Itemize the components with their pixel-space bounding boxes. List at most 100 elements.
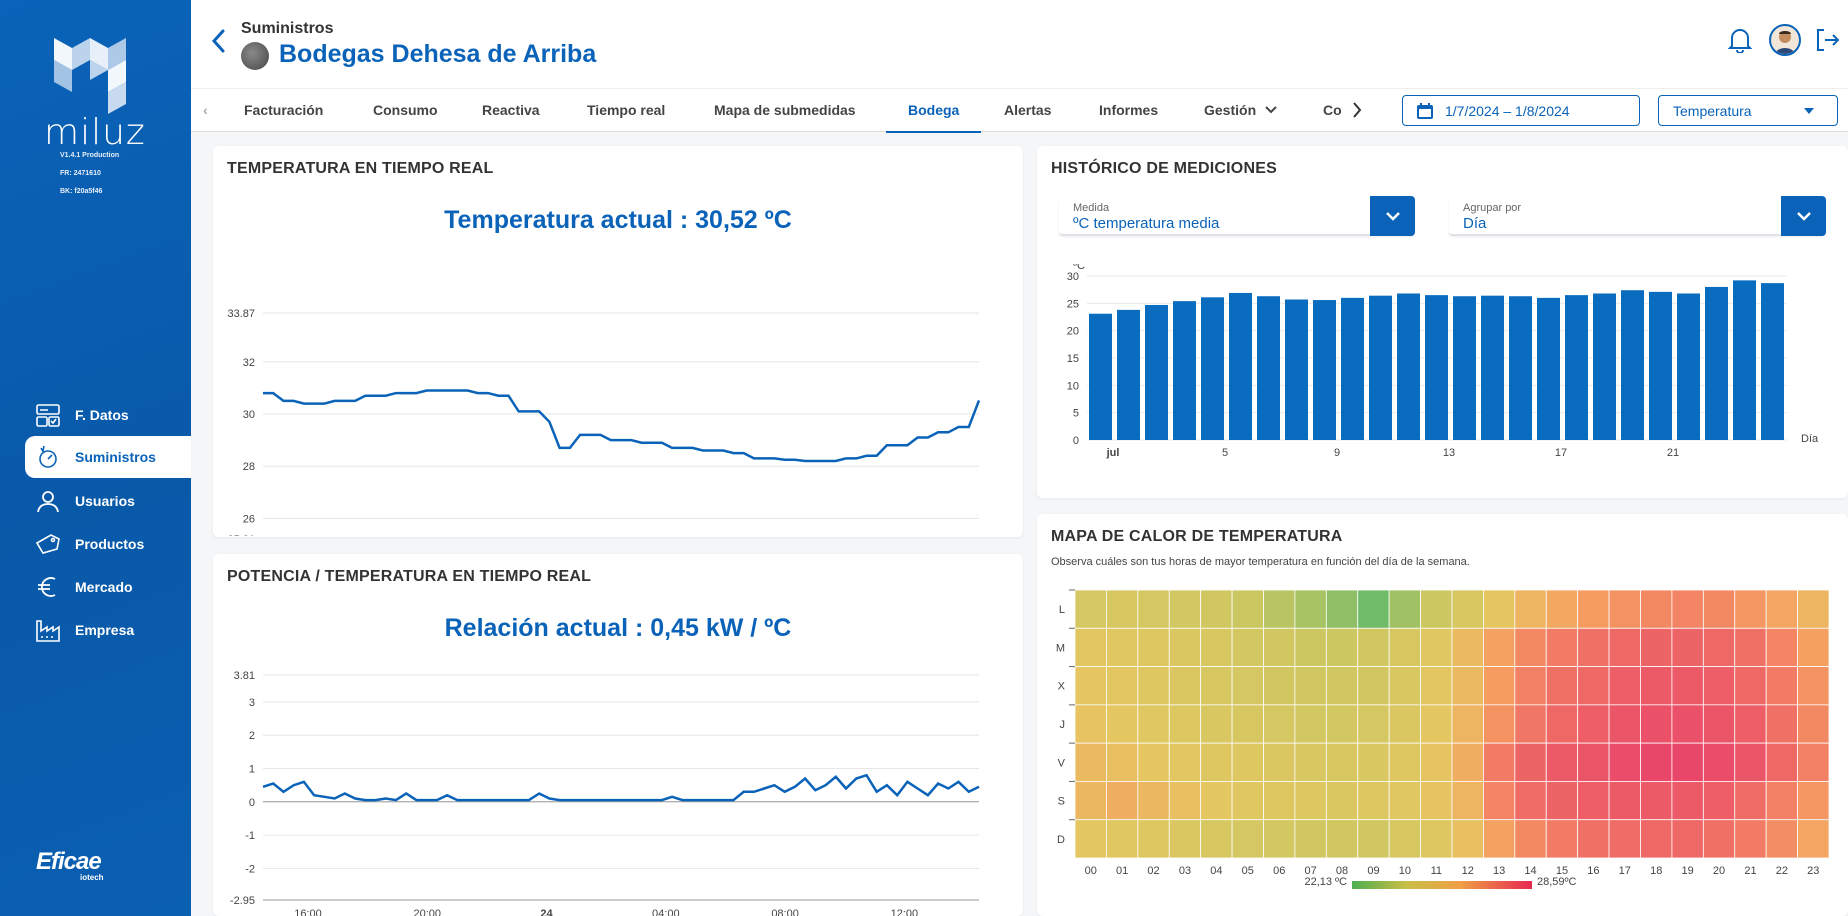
bar: [1509, 296, 1532, 440]
history-card-title: HISTÓRICO DE MEDICIONES: [1051, 160, 1277, 177]
group-by-select[interactable]: Agrupar por Día: [1449, 196, 1826, 236]
tab-reactiva[interactable]: Reactiva: [482, 102, 540, 118]
heatmap-cell: [1263, 589, 1296, 629]
sidebar-item-usuarios[interactable]: Usuarios: [25, 480, 191, 522]
heatmap-cell: [1263, 742, 1296, 782]
heatmap-cell: [1074, 819, 1107, 859]
heatmap-cell: [1702, 781, 1736, 821]
heatmap-cell: [1420, 627, 1453, 667]
group-by-value: Día: [1463, 215, 1487, 232]
heatmap-cell: [1325, 819, 1359, 859]
tab-tiempo-real[interactable]: Tiempo real: [587, 102, 666, 118]
bell-icon[interactable]: [1726, 26, 1754, 54]
heatmap-cell: [1325, 666, 1359, 706]
chevron-down-icon: [1385, 212, 1400, 221]
x-tick-label: 20:00: [414, 908, 442, 916]
col-label: 17: [1619, 865, 1631, 877]
bar: [1229, 292, 1252, 440]
measure-select[interactable]: Medida ºC temperatura media: [1059, 196, 1415, 236]
sidebar-item-empresa[interactable]: Empresa: [25, 609, 191, 651]
group-by-dropdown-button[interactable]: [1781, 196, 1826, 236]
tab-co[interactable]: Co: [1323, 102, 1342, 118]
bar: [1313, 300, 1336, 440]
heatmap-cell: [1200, 742, 1233, 782]
heatmap-cell: [1420, 666, 1453, 706]
heatmap-cell: [1420, 742, 1453, 782]
heatmap-cell: [1325, 627, 1359, 667]
tab-facturacion[interactable]: Facturación: [244, 102, 324, 118]
col-label: 04: [1210, 865, 1222, 877]
heatmap-cell: [1545, 666, 1579, 706]
bar: [1537, 297, 1560, 440]
sidebar-item-suministros[interactable]: Suministros: [25, 436, 191, 478]
heatmap-cell: [1294, 589, 1327, 629]
bar: [1621, 290, 1644, 440]
back-arrow-icon[interactable]: [211, 28, 227, 61]
user-avatar[interactable]: [1769, 24, 1801, 56]
tab-gestion-label: Gestión: [1204, 102, 1257, 118]
heatmap-cell: [1106, 589, 1139, 629]
heatmap-cell: [1483, 666, 1516, 706]
tab-bodega[interactable]: Bodega: [886, 89, 982, 133]
heatmap-cell: [1545, 704, 1579, 744]
measure-dropdown-button[interactable]: [1370, 196, 1415, 236]
tab-scroll-right-icon[interactable]: [1351, 89, 1363, 133]
heatmap-cell: [1074, 627, 1107, 667]
heatmap-cell: [1545, 742, 1579, 782]
tab-gestion[interactable]: Gestión: [1204, 89, 1278, 133]
heatmap-cell: [1325, 589, 1359, 629]
heatmap-cell: [1388, 742, 1421, 782]
bar: [1453, 296, 1476, 440]
heatmap-cell: [1451, 781, 1484, 821]
heatmap-cell: [1702, 666, 1736, 706]
date-range-picker[interactable]: 1/7/2024 – 1/8/2024: [1402, 95, 1640, 126]
heatmap-cell: [1200, 819, 1233, 859]
heatmap-cell: [1263, 627, 1296, 667]
heatmap-cell: [1797, 742, 1830, 782]
chevron-down-icon: [1796, 212, 1811, 221]
heatmap-cell: [1294, 819, 1327, 859]
y-tick-label: 25.21: [227, 534, 255, 536]
heatmap-cell: [1577, 781, 1610, 821]
heatmap-cell: [1514, 589, 1547, 629]
row-label: D: [1057, 834, 1065, 846]
col-label: 01: [1116, 865, 1128, 877]
heatmap-cell: [1074, 742, 1107, 782]
heatmap-cell: [1325, 742, 1359, 782]
logout-icon[interactable]: [1813, 26, 1841, 54]
heatmap-cell: [1797, 819, 1830, 859]
heatmap-cell: [1168, 819, 1202, 859]
heatmap-cell: [1074, 589, 1107, 629]
heatmap-cell: [1671, 627, 1704, 667]
col-label: 20: [1713, 865, 1725, 877]
heatmap-cell: [1640, 589, 1673, 629]
col-label: 11: [1431, 865, 1442, 877]
sidebar-item-f-datos[interactable]: F. Datos: [25, 394, 191, 436]
sidebar-item-mercado[interactable]: Mercado: [25, 566, 191, 608]
sidebar-item-productos[interactable]: Productos: [25, 523, 191, 565]
heatmap-cell: [1388, 704, 1421, 744]
chevron-down-icon: [1265, 106, 1277, 114]
temp-realtime-card: TEMPERATURA EN TIEMPO REAL Temperatura a…: [213, 146, 1023, 537]
tab-scroll-left-icon[interactable]: ‹: [203, 102, 208, 118]
bar: [1173, 301, 1196, 440]
tab-consumo[interactable]: Consumo: [373, 102, 438, 118]
heatmap-cell: [1451, 666, 1484, 706]
breadcrumb[interactable]: Suministros: [241, 20, 334, 37]
col-label: 21: [1744, 865, 1756, 877]
heatmap-cell: [1734, 666, 1767, 706]
tab-mapa-submedidas[interactable]: Mapa de submedidas: [714, 102, 856, 118]
tab-informes[interactable]: Informes: [1099, 102, 1159, 118]
col-label: 22: [1776, 865, 1788, 877]
heatmap-cell: [1577, 819, 1610, 859]
heatmap-cell: [1765, 742, 1798, 782]
bar: [1425, 295, 1448, 440]
x-tick-label: 5: [1222, 447, 1228, 459]
heatmap-cell: [1106, 781, 1139, 821]
eficae-logo: Eficae iotech: [36, 848, 104, 882]
tab-alertas[interactable]: Alertas: [1004, 102, 1052, 118]
bar: [1677, 293, 1700, 440]
bar: [1593, 293, 1616, 440]
heatmap-cell: [1640, 666, 1673, 706]
metric-select[interactable]: Temperatura: [1658, 95, 1838, 126]
